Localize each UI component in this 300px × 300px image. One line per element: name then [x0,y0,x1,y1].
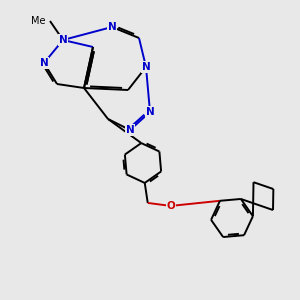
Text: N: N [58,35,68,45]
Text: O: O [167,201,175,211]
Text: N: N [108,22,116,32]
Text: N: N [146,107,154,117]
Text: N: N [40,58,48,68]
Text: N: N [126,125,134,135]
Text: Me: Me [32,16,46,26]
Text: N: N [142,62,150,72]
